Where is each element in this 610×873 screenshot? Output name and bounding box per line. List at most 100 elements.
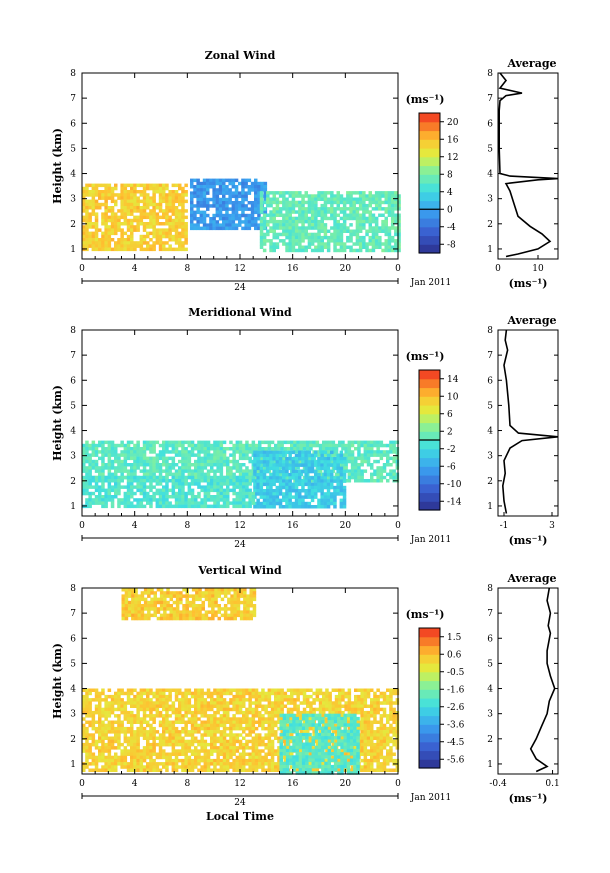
heatmap-cell-westerly-core bbox=[222, 226, 226, 231]
heatmap-cell-westerly-core bbox=[244, 213, 248, 218]
heatmap-cell-boundary-layer bbox=[171, 752, 176, 756]
heatmap-cell-easterly-early bbox=[104, 244, 108, 248]
heatmap-cell-northerly-band bbox=[162, 475, 166, 480]
heatmap-cell-northerly-band bbox=[120, 472, 124, 477]
heatmap-cell-low-level bbox=[171, 491, 176, 496]
heatmap-cell-weak-afternoon bbox=[262, 207, 267, 211]
heatmap-cell-boundary-layer bbox=[190, 720, 195, 724]
y-tick-label: 3 bbox=[70, 195, 76, 205]
heatmap-cell-northerly-band bbox=[315, 440, 320, 445]
heatmap-cell-easterly-early bbox=[171, 193, 176, 197]
heatmap-cell-easterly-early bbox=[184, 209, 188, 213]
heatmap-cell-westerly-core bbox=[222, 188, 226, 192]
heatmap-cell-boundary-layer bbox=[142, 704, 147, 708]
heatmap-cell-boundary-layer bbox=[206, 707, 211, 712]
heatmap-cell-boundary-layer bbox=[120, 758, 124, 763]
heatmap-cell-low-level bbox=[190, 501, 195, 505]
heatmap-cell-northerly-band bbox=[235, 466, 240, 470]
heatmap-cell-northerly-band bbox=[101, 469, 105, 473]
heatmap-cell-easterly-early bbox=[110, 218, 115, 223]
heatmap-cell-boundary-layer bbox=[206, 701, 211, 705]
heatmap-cell-northerly-band bbox=[328, 443, 332, 448]
heatmap-cell-boundary-layer bbox=[107, 749, 112, 753]
heatmap-cell-northerly-band bbox=[107, 443, 112, 448]
heatmap-cell-low-level bbox=[216, 491, 220, 496]
heatmap-cell-easterly-early bbox=[162, 244, 166, 248]
heatmap-cell-boundary-layer bbox=[238, 701, 243, 705]
profile-frame bbox=[497, 72, 559, 260]
heatmap-cell-low-level bbox=[248, 498, 252, 502]
heatmap-cell-boundary-layer bbox=[229, 726, 233, 731]
heatmap-cell-weak-afternoon bbox=[282, 216, 286, 221]
heatmap-cell-boundary-layer bbox=[261, 704, 265, 708]
heatmap-cell-boundary-layer bbox=[254, 746, 259, 750]
heatmap-cell-boundary-layer bbox=[142, 730, 147, 734]
heatmap-cell-boundary-layer bbox=[133, 749, 137, 753]
heatmap-cell-boundary-layer bbox=[206, 730, 211, 734]
heatmap-cell-westerly-core bbox=[241, 207, 245, 211]
date-label: 24 bbox=[234, 540, 246, 550]
heatmap-cell-northerly-band bbox=[395, 475, 400, 480]
heatmap-cell-boundary-layer bbox=[184, 726, 188, 731]
heatmap-cell-boundary-layer bbox=[213, 758, 217, 763]
heatmap-cell-boundary-layer bbox=[130, 691, 134, 696]
heatmap-cell-easterly-early bbox=[123, 247, 128, 252]
heatmap-cell-easterly-early bbox=[123, 218, 128, 223]
heatmap-cell-easterly-early bbox=[136, 209, 140, 213]
heatmap-cell-weak-afternoon bbox=[339, 194, 344, 198]
heatmap-cell-boundary-layer bbox=[197, 742, 201, 747]
heatmap-cell-northerly-band bbox=[203, 447, 208, 451]
heatmap-cell-boundary-layer bbox=[133, 733, 137, 737]
heatmap-cell-northerly-band bbox=[267, 440, 272, 445]
heatmap-cell-low-level bbox=[136, 504, 140, 509]
colorbar-tick-label: -2 bbox=[447, 445, 456, 455]
colorbar-swatch bbox=[419, 387, 440, 397]
heatmap-cell-easterly-early bbox=[104, 206, 108, 210]
heatmap-cell-southerly-afternoon bbox=[310, 492, 315, 496]
profile-frame bbox=[497, 329, 559, 517]
profile-y-tick-label: 5 bbox=[487, 144, 493, 154]
heatmap-cell-boundary-layer bbox=[190, 758, 195, 763]
heatmap-cell-southerly-afternoon bbox=[301, 469, 305, 474]
heatmap-cell-boundary-layer bbox=[94, 762, 99, 766]
heatmap-cell-weak-afternoon bbox=[397, 229, 401, 233]
heatmap-cell-easterly-early bbox=[152, 225, 156, 229]
heatmap-cell-boundary-layer bbox=[101, 707, 105, 712]
heatmap-cell-southerly-afternoon bbox=[259, 479, 264, 483]
heatmap-cell-boundary-layer bbox=[174, 717, 179, 721]
heatmap-cell-westerly-core bbox=[190, 223, 194, 227]
heatmap-cell-northerly-band bbox=[158, 466, 163, 470]
heatmap-cell-low-level bbox=[101, 488, 105, 493]
heatmap-cell-easterly-early bbox=[168, 238, 172, 242]
heatmap-cell-boundary-layer bbox=[184, 762, 188, 766]
heatmap-cell-boundary-layer bbox=[251, 714, 256, 718]
heatmap-cell-easterly-early bbox=[152, 193, 156, 197]
heatmap-cell-northerly-band bbox=[165, 443, 169, 448]
heatmap-cell-weak-afternoon bbox=[358, 207, 363, 211]
heatmap-cell-boundary-layer bbox=[245, 723, 249, 728]
heatmap-cell-boundary-layer bbox=[130, 765, 134, 769]
heatmap-cell-weak-afternoon bbox=[294, 223, 299, 227]
heatmap-cell-weak-afternoon bbox=[387, 235, 392, 240]
heatmap-cell-northerly-band bbox=[203, 459, 208, 464]
heatmap-cell-boundary-layer bbox=[91, 710, 96, 715]
heatmap-cell-westerly-core bbox=[244, 204, 248, 208]
heatmap-cell-northerly-band bbox=[341, 440, 345, 445]
heatmap-cell-boundary-layer bbox=[126, 768, 131, 772]
heatmap-cell-westerly-core bbox=[234, 201, 239, 205]
heatmap-cell-low-level bbox=[88, 482, 92, 486]
heatmap-cell-southerly-afternoon bbox=[275, 466, 280, 471]
heatmap-cell-easterly-early bbox=[146, 183, 150, 188]
heatmap-cell-easterly-early bbox=[155, 218, 160, 223]
heatmap-cell-westerly-core bbox=[241, 226, 245, 231]
heatmap-cell-weak-afternoon bbox=[317, 207, 321, 211]
heatmap-cell-weak-afternoon bbox=[358, 197, 363, 201]
heatmap-cell-weak-afternoon bbox=[320, 194, 324, 198]
heatmap-cell-weak-afternoon bbox=[323, 210, 328, 214]
heatmap-cell-boundary-layer bbox=[114, 746, 118, 750]
heatmap-cell-low-level bbox=[98, 495, 102, 499]
heatmap-cell-boundary-layer bbox=[238, 768, 243, 772]
heatmap-cell-low-level bbox=[114, 479, 118, 483]
heatmap-cell-weak-afternoon bbox=[339, 200, 344, 205]
heatmap-cell-weak-afternoon bbox=[317, 245, 321, 249]
